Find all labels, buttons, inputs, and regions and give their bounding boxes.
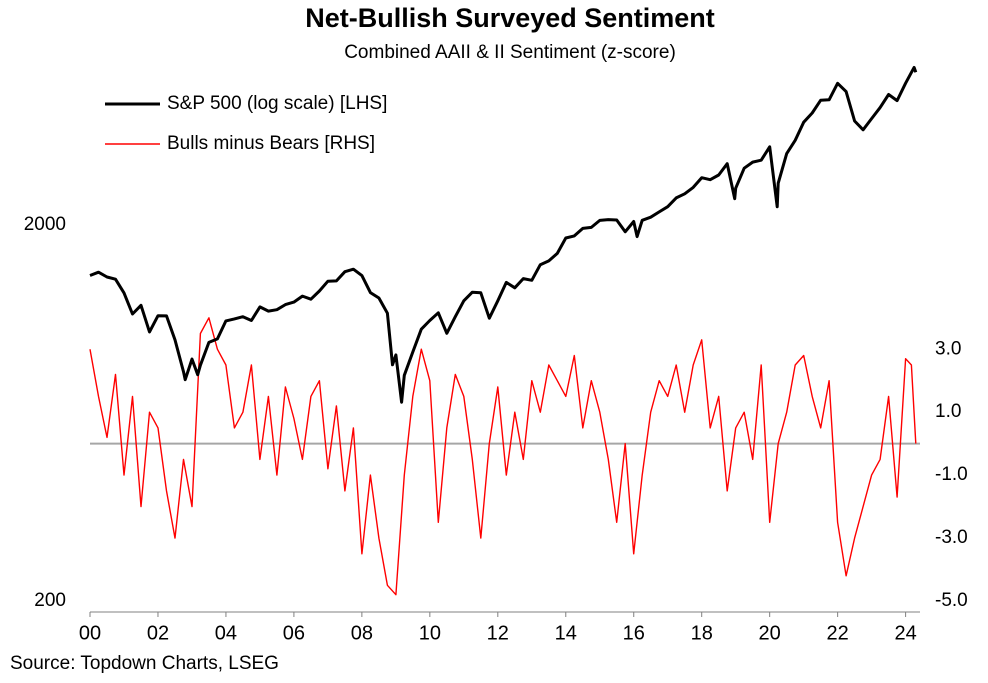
x-tick-label: 02	[147, 622, 169, 644]
chart-title: Net-Bullish Surveyed Sentiment	[305, 3, 715, 33]
x-tick-label: 18	[691, 622, 713, 644]
y2-tick-label: 3.0	[935, 338, 961, 359]
y2-tick-label: -5.0	[935, 590, 968, 611]
legend-label: Bulls minus Bears [RHS]	[167, 133, 375, 154]
x-tick-label: 00	[79, 622, 101, 644]
source: Source: Topdown Charts, LSEG	[10, 653, 279, 674]
x-tick-label: 16	[623, 622, 645, 644]
x-tick-label: 14	[555, 622, 577, 644]
y-tick-label: 2000	[24, 214, 66, 235]
y2-tick-label: 1.0	[935, 401, 961, 422]
series-line	[89, 65, 918, 404]
x-tick-label: 24	[894, 622, 916, 644]
legend-label: S&P 500 (log scale) [LHS]	[167, 93, 387, 114]
x-tick-label: 08	[351, 622, 373, 644]
x-tick-label: 22	[827, 622, 849, 644]
y-tick-label: 200	[34, 590, 66, 611]
x-tick-label: 10	[419, 622, 441, 644]
x-tick-label: 04	[215, 622, 237, 644]
series-line	[89, 317, 917, 596]
x-tick-label: 12	[487, 622, 509, 644]
x-tick-label: 20	[759, 622, 781, 644]
y2-tick-label: -3.0	[935, 527, 968, 548]
chart-subtitle: Combined AAII & II Sentiment (z-score)	[344, 42, 676, 63]
x-tick-label: 06	[283, 622, 305, 644]
y2-tick-label: -1.0	[935, 464, 968, 485]
